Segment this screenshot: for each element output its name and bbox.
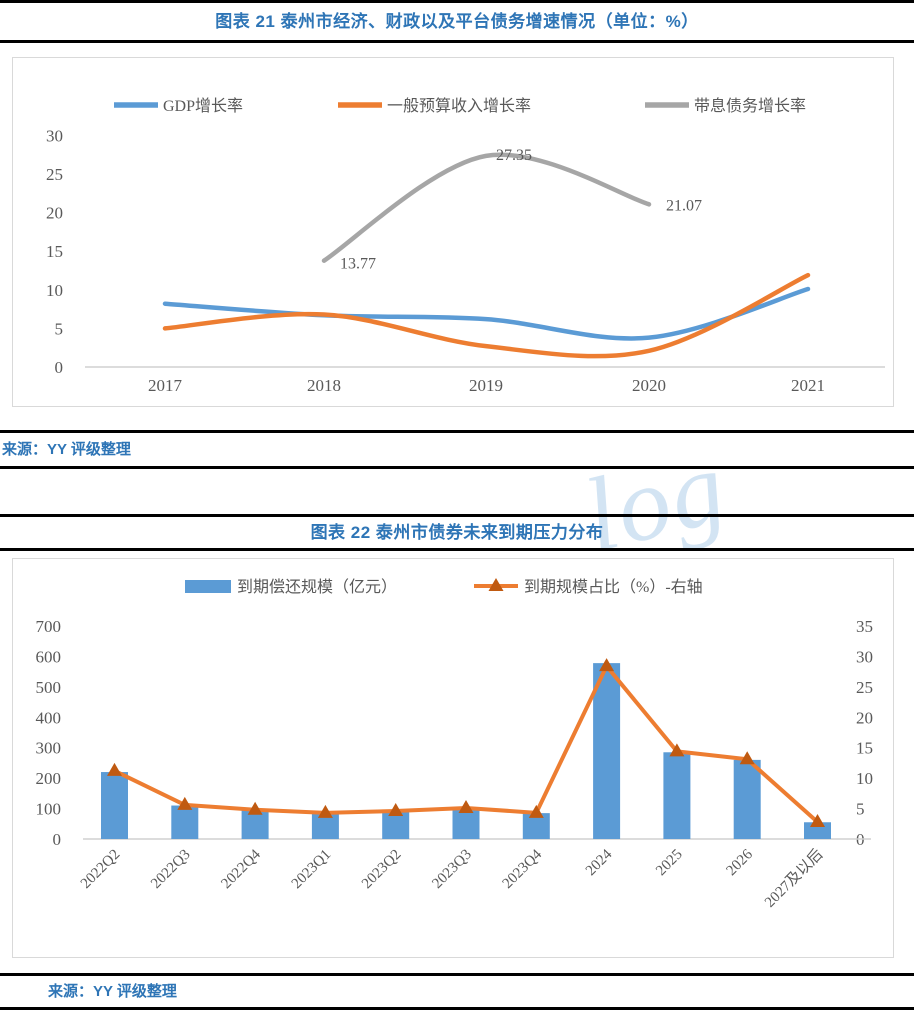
divider-rule <box>0 0 914 3</box>
y-axis-tick-label: 30 <box>46 126 63 145</box>
y-axis-tick-label: 25 <box>46 165 63 184</box>
bar <box>171 805 199 839</box>
triangle-marker <box>528 804 544 818</box>
x-axis-tick-label: 2025 <box>653 847 686 880</box>
x-axis-tick-label: 2026 <box>724 846 757 879</box>
data-label: 21.07 <box>666 197 702 214</box>
right-y-axis-tick-label: 25 <box>856 678 873 697</box>
figure22-chart: 0100200300400500600700051015202530352022… <box>12 558 894 958</box>
y-axis-tick-label: 5 <box>55 319 64 338</box>
x-axis-tick-label: 2017 <box>148 376 183 395</box>
x-axis-tick-label: 2019 <box>469 376 503 395</box>
divider-rule <box>0 548 914 551</box>
left-y-axis-tick-label: 600 <box>36 647 62 666</box>
left-y-axis-tick-label: 500 <box>36 678 62 697</box>
triangle-marker <box>810 813 825 827</box>
divider-rule <box>0 40 914 43</box>
triangle-marker <box>388 803 404 817</box>
triangle-marker <box>177 796 193 810</box>
bar <box>241 810 269 839</box>
bar <box>101 772 128 839</box>
left-y-axis-tick-label: 300 <box>36 739 62 758</box>
right-y-axis-tick-label: 20 <box>856 708 873 727</box>
x-axis-tick-label: 2022Q4 <box>218 846 264 892</box>
x-axis-tick-label: 2022Q3 <box>148 847 193 892</box>
x-axis-tick-label: 2023Q2 <box>359 847 404 892</box>
right-y-axis-tick-label: 30 <box>856 647 873 666</box>
data-label: 13.77 <box>340 256 376 273</box>
left-y-axis-tick-label: 0 <box>53 830 62 849</box>
x-axis-tick-label: 2021 <box>791 376 825 395</box>
figure22-title: 图表 22 泰州市债券未来到期压力分布 <box>310 523 604 542</box>
left-y-axis-tick-label: 700 <box>36 617 62 636</box>
line-series <box>162 286 811 341</box>
data-label: 27.35 <box>496 147 532 164</box>
y-axis-tick-label: 0 <box>55 358 64 377</box>
triangle-marker <box>739 751 755 765</box>
figure21-source: 来源：YY 评级整理 <box>2 441 131 458</box>
left-y-axis-tick-label: 100 <box>36 800 62 819</box>
divider-rule <box>0 430 914 433</box>
triangle-marker <box>247 801 263 815</box>
legend-label: 到期偿还规模（亿元） <box>237 578 397 596</box>
x-axis-tick-label: 2020 <box>632 376 666 395</box>
x-axis-tick-label: 2023Q4 <box>500 846 546 892</box>
x-axis-tick-label: 2027及以后 <box>761 846 826 911</box>
line-chart-canvas: 0 5 10 15 20 25 30 2017 2018 2019 2020 2021 13.77 27.… <box>46 96 885 395</box>
y-axis-tick-label: 20 <box>46 204 63 223</box>
bar <box>593 663 621 839</box>
divider-rule <box>0 973 914 976</box>
left-y-axis-tick-label: 400 <box>36 708 62 727</box>
legend-label: 一般预算收入增长率 <box>387 96 531 115</box>
legend-label: GDP增长率 <box>163 97 243 115</box>
right-y-axis-tick-label: 5 <box>856 800 865 819</box>
line-series <box>113 664 819 824</box>
legend-triangle-marker <box>488 578 504 591</box>
figure21-title: 图表 21 泰州市经济、财政以及平台债务增速情况（单位：%） <box>215 12 699 31</box>
triangle-marker <box>107 762 122 776</box>
right-y-axis-tick-label: 15 <box>856 739 873 758</box>
bar <box>663 752 691 839</box>
line-series <box>321 152 652 263</box>
figure22-source: 来源：YY 评级整理 <box>48 983 177 1000</box>
line-series <box>162 272 811 359</box>
divider-rule <box>0 466 914 469</box>
divider-rule <box>0 514 914 517</box>
x-axis-tick-label: 2024 <box>583 846 616 879</box>
bar-line-chart-canvas: 0100200300400500600700051015202530352022… <box>36 578 873 911</box>
bar <box>452 808 480 839</box>
left-y-axis-tick-label: 200 <box>36 769 62 788</box>
x-axis-tick-label: 2018 <box>307 376 341 395</box>
y-axis-tick-label: 10 <box>46 281 63 300</box>
right-y-axis-tick-label: 10 <box>856 769 873 788</box>
divider-rule <box>0 1007 914 1010</box>
x-axis-tick-label: 2023Q1 <box>289 847 334 892</box>
x-axis-tick-label: 2022Q2 <box>78 847 123 892</box>
legend-label: 带息债务增长率 <box>694 97 806 115</box>
bar <box>382 811 410 839</box>
triangle-marker <box>317 804 333 818</box>
triangle-marker <box>458 799 474 813</box>
bar <box>733 759 761 839</box>
legend-bar-swatch <box>185 580 231 593</box>
triangle-marker <box>599 658 615 672</box>
right-y-axis-tick-label: 35 <box>856 617 873 636</box>
y-axis-tick-label: 15 <box>46 242 63 261</box>
figure21-chart: 0 5 10 15 20 25 30 2017 2018 2019 2020 2021 13.77 27.… <box>12 57 894 407</box>
triangle-marker <box>669 743 685 757</box>
x-axis-tick-label: 2023Q3 <box>429 847 474 892</box>
legend-label: 到期规模占比（%）-右轴 <box>524 578 703 596</box>
